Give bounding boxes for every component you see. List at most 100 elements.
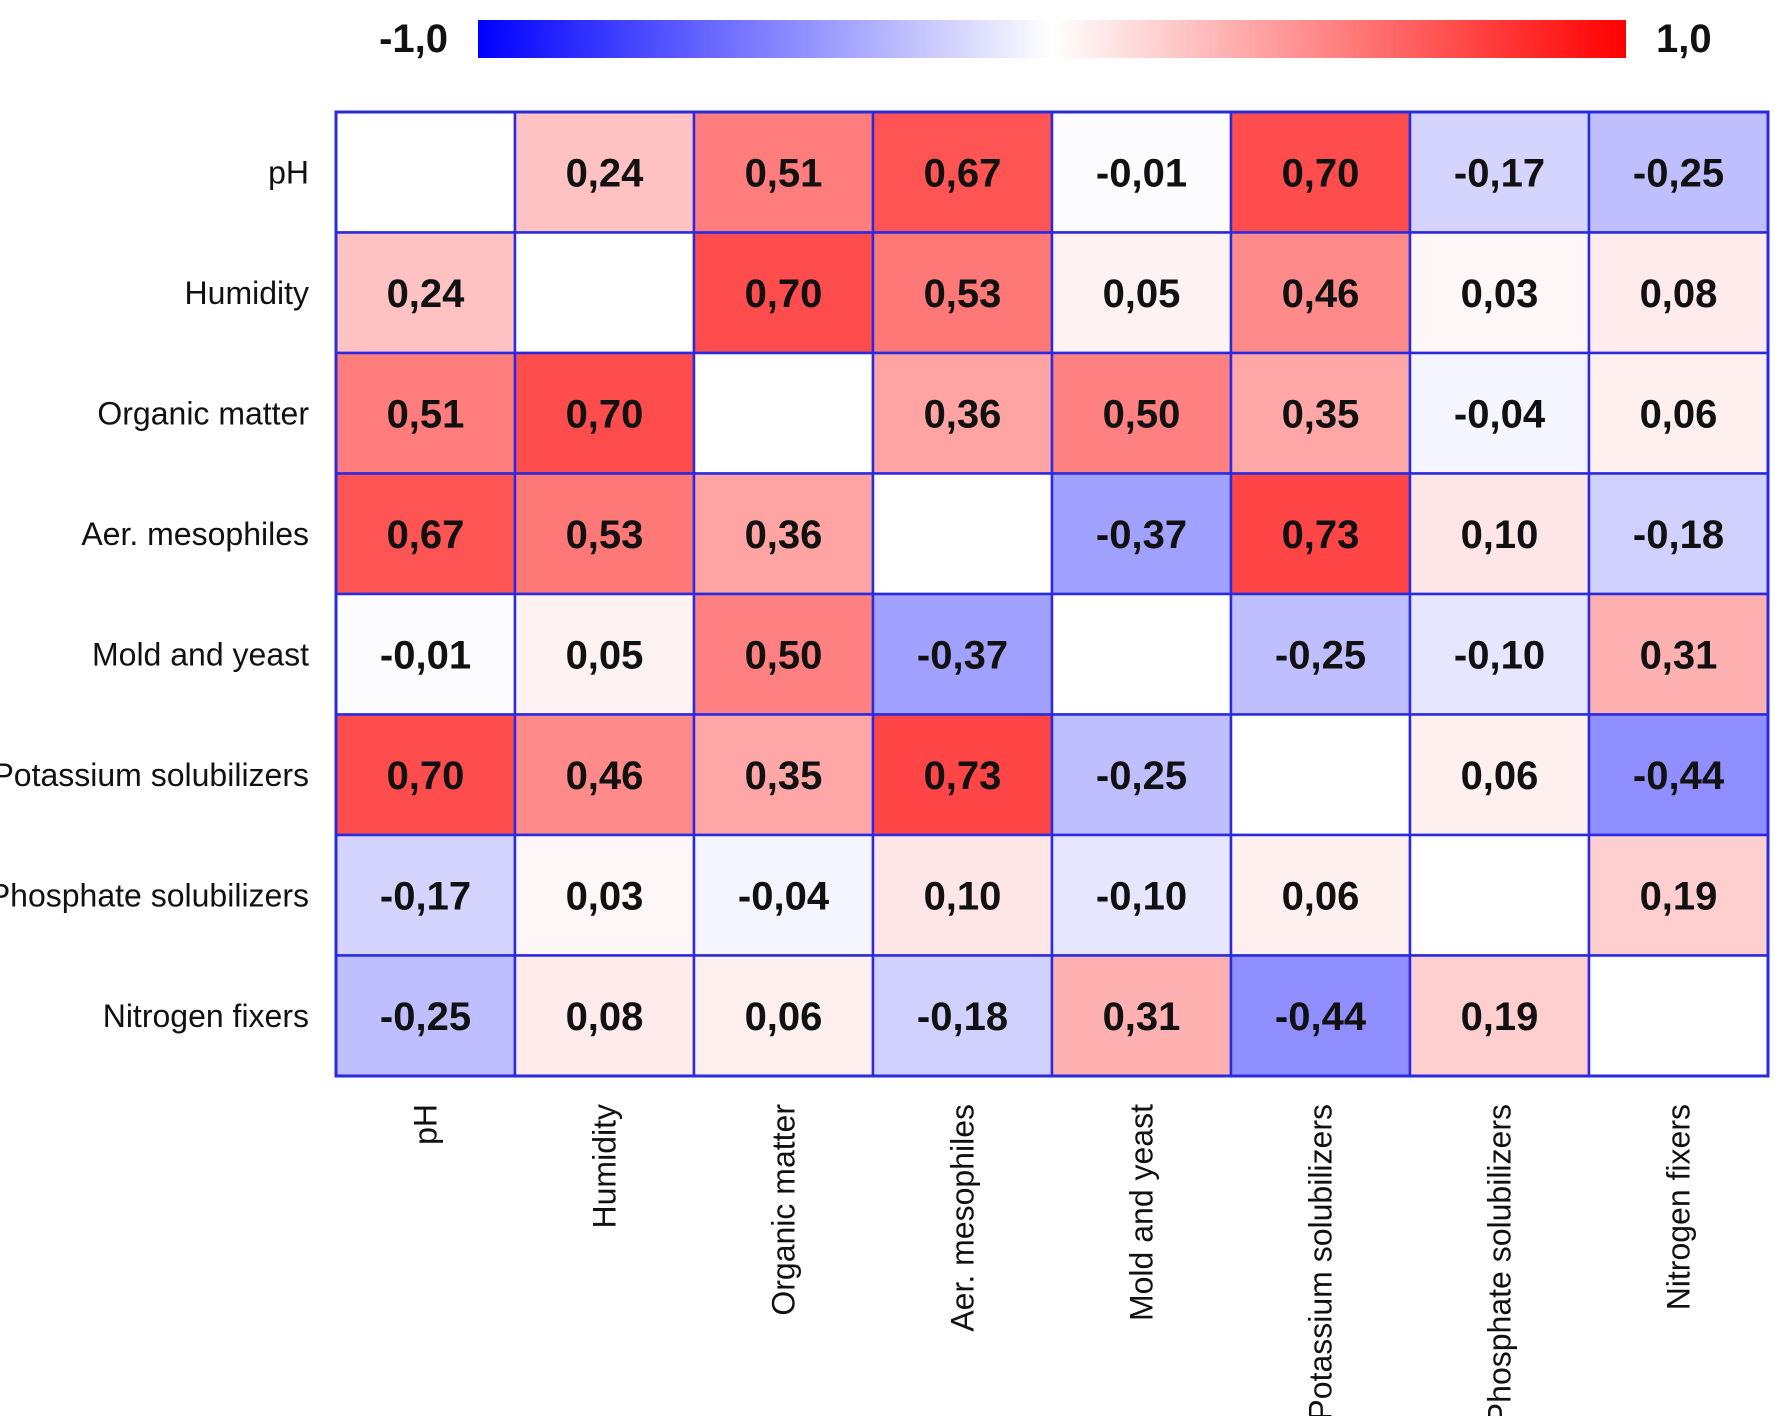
cell-value-label: 0,53 xyxy=(566,513,644,557)
cell-value-label: 0,05 xyxy=(566,633,644,677)
row-label-organic-matter: Organic matter xyxy=(97,395,309,431)
heatmap-cell-nitrogen-fixers-nitrogen-fixers xyxy=(1587,954,1770,1078)
column-label-ph: pH xyxy=(408,1104,444,1145)
heatmap-cell-mold-and-yeast-ph xyxy=(334,592,517,716)
cell-value-label: -0,18 xyxy=(917,995,1008,1039)
cell-value-label: -0,10 xyxy=(1096,874,1187,918)
cell-value-label: -0,25 xyxy=(1275,633,1366,677)
heatmap-cell-phosphate-solubilizers-aer-mesophiles xyxy=(871,833,1054,957)
row-label-nitrogen-fixers: Nitrogen fixers xyxy=(103,998,309,1034)
heatmap-cell-potassium-solubilizers-aer-mesophiles xyxy=(871,713,1054,837)
cell-value-label: 0,51 xyxy=(745,151,823,195)
column-label-nitrogen-fixers: Nitrogen fixers xyxy=(1661,1104,1697,1310)
cell-value-label: 0,08 xyxy=(1640,272,1718,316)
heatmap-cell-potassium-solubilizers-ph xyxy=(334,713,517,837)
column-label-potassium-solubilizers: Potassium solubilizers xyxy=(1303,1104,1339,1416)
heatmap-cell-organic-matter-nitrogen-fixers xyxy=(1587,351,1770,475)
cell-value-label: -0,04 xyxy=(1454,392,1546,436)
cell-value-label: 0,70 xyxy=(387,754,465,798)
row-label-mold-and-yeast: Mold and yeast xyxy=(92,636,309,672)
heatmap-cell-ph-phosphate-solubilizers xyxy=(1408,110,1591,234)
heatmap-cell-aer-mesophiles-aer-mesophiles xyxy=(871,472,1054,596)
cell-value-label: 0,73 xyxy=(1282,513,1360,557)
cell-value-label: -0,25 xyxy=(380,995,471,1039)
heatmap-cells: 0,24 0,51 0,67 -0,01 0,70 -0,17 -0,25 0,24 0,70 0… xyxy=(334,110,1770,1078)
heatmap-cell-organic-matter-phosphate-solubilizers xyxy=(1408,351,1591,475)
heatmap-cell-ph-ph xyxy=(334,110,517,234)
cell-value-label: -0,01 xyxy=(380,633,471,677)
heatmap-cell-organic-matter-organic-matter xyxy=(692,351,875,475)
cell-value-label: 0,50 xyxy=(745,633,823,677)
heatmap-cell-nitrogen-fixers-aer-mesophiles xyxy=(871,954,1054,1078)
cell-value-label: -0,25 xyxy=(1633,151,1724,195)
heatmap-cell-nitrogen-fixers-ph xyxy=(334,954,517,1078)
heatmap-cell-organic-matter-aer-mesophiles xyxy=(871,351,1054,475)
heatmap-cell-mold-and-yeast-mold-and-yeast xyxy=(1050,592,1233,716)
heatmap-cell-potassium-solubilizers-humidity xyxy=(513,713,696,837)
cell-value-label: 0,03 xyxy=(566,874,644,918)
heatmap-cell-phosphate-solubilizers-ph xyxy=(334,833,517,957)
cell-value-label: -0,37 xyxy=(917,633,1008,677)
cell-value-label: -0,04 xyxy=(738,874,830,918)
cell-value-label: 0,19 xyxy=(1640,874,1718,918)
heatmap-cell-nitrogen-fixers-phosphate-solubilizers xyxy=(1408,954,1591,1078)
cell-value-label: 0,06 xyxy=(1640,392,1718,436)
heatmap-cell-aer-mesophiles-nitrogen-fixers xyxy=(1587,472,1770,596)
cell-value-label: -0,01 xyxy=(1096,151,1187,195)
heatmap-cell-organic-matter-mold-and-yeast xyxy=(1050,351,1233,475)
color-scale-bar xyxy=(478,20,1626,58)
row-label-potassium-solubilizers: Potassium solubilizers xyxy=(0,757,309,793)
heatmap-cell-ph-organic-matter xyxy=(692,110,875,234)
cell-value-label: 0,03 xyxy=(1461,272,1539,316)
color-scale-min-label: -1,0 xyxy=(379,17,448,61)
cell-value-label: 0,46 xyxy=(1282,272,1360,316)
heatmap-cell-potassium-solubilizers-potassium-solubilizers xyxy=(1229,713,1412,837)
cell-value-label: 0,31 xyxy=(1640,633,1718,677)
cell-value-label: 0,06 xyxy=(745,995,823,1039)
cell-value-label: 0,10 xyxy=(1461,513,1539,557)
heatmap-cell-aer-mesophiles-mold-and-yeast xyxy=(1050,472,1233,596)
heatmap-cell-humidity-aer-mesophiles xyxy=(871,231,1054,355)
cell-value-label: 0,31 xyxy=(1103,995,1181,1039)
row-label-humidity: Humidity xyxy=(185,275,309,311)
cell-value-label: 0,73 xyxy=(924,754,1002,798)
row-label-phosphate-solubilizers: Phosphate solubilizers xyxy=(0,877,309,913)
cell-value-label: -0,10 xyxy=(1454,633,1545,677)
cell-value-label: -0,44 xyxy=(1633,754,1725,798)
cell-value-label: 0,06 xyxy=(1282,874,1360,918)
cell-value-label: 0,70 xyxy=(1282,151,1360,195)
column-label-mold-and-yeast: Mold and yeast xyxy=(1124,1104,1160,1321)
cell-value-label: 0,24 xyxy=(566,151,645,195)
heatmap-cell-aer-mesophiles-ph xyxy=(334,472,517,596)
cell-value-label: -0,17 xyxy=(1454,151,1545,195)
heatmap-cell-aer-mesophiles-humidity xyxy=(513,472,696,596)
cell-value-label: 0,46 xyxy=(566,754,644,798)
cell-value-label: 0,67 xyxy=(387,513,465,557)
heatmap-cell-phosphate-solubilizers-organic-matter xyxy=(692,833,875,957)
color-scale-legend: -1,0 1,0 xyxy=(379,17,1712,61)
row-label-aer-mesophiles: Aer. mesophiles xyxy=(81,516,309,552)
heatmap-cell-nitrogen-fixers-mold-and-yeast xyxy=(1050,954,1233,1078)
heatmap-cell-aer-mesophiles-phosphate-solubilizers xyxy=(1408,472,1591,596)
cell-value-label: 0,35 xyxy=(745,754,823,798)
column-labels: pH Humidity Organic matter Aer. mesophiles M… xyxy=(408,1104,1697,1416)
row-labels: pH Humidity Organic matter Aer. mesophiles M… xyxy=(0,154,309,1034)
column-label-phosphate-solubilizers: Phosphate solubilizers xyxy=(1482,1104,1518,1416)
cell-value-label: 0,51 xyxy=(387,392,465,436)
cell-value-label: 0,50 xyxy=(1103,392,1181,436)
cell-value-label: 0,19 xyxy=(1461,995,1539,1039)
heatmap-cell-humidity-humidity xyxy=(513,231,696,355)
cell-value-label: -0,25 xyxy=(1096,754,1187,798)
cell-value-label: -0,44 xyxy=(1275,995,1367,1039)
color-scale-max-label: 1,0 xyxy=(1656,17,1712,61)
heatmap-cell-ph-humidity xyxy=(513,110,696,234)
heatmap-cell-organic-matter-humidity xyxy=(513,351,696,475)
cell-value-label: 0,70 xyxy=(566,392,644,436)
heatmap-cell-mold-and-yeast-organic-matter xyxy=(692,592,875,716)
heatmap-cell-nitrogen-fixers-potassium-solubilizers xyxy=(1229,954,1412,1078)
cell-value-label: -0,18 xyxy=(1633,513,1724,557)
heatmap-cell-nitrogen-fixers-humidity xyxy=(513,954,696,1078)
heatmap-border xyxy=(334,110,1770,1078)
cell-value-label: 0,10 xyxy=(924,874,1002,918)
